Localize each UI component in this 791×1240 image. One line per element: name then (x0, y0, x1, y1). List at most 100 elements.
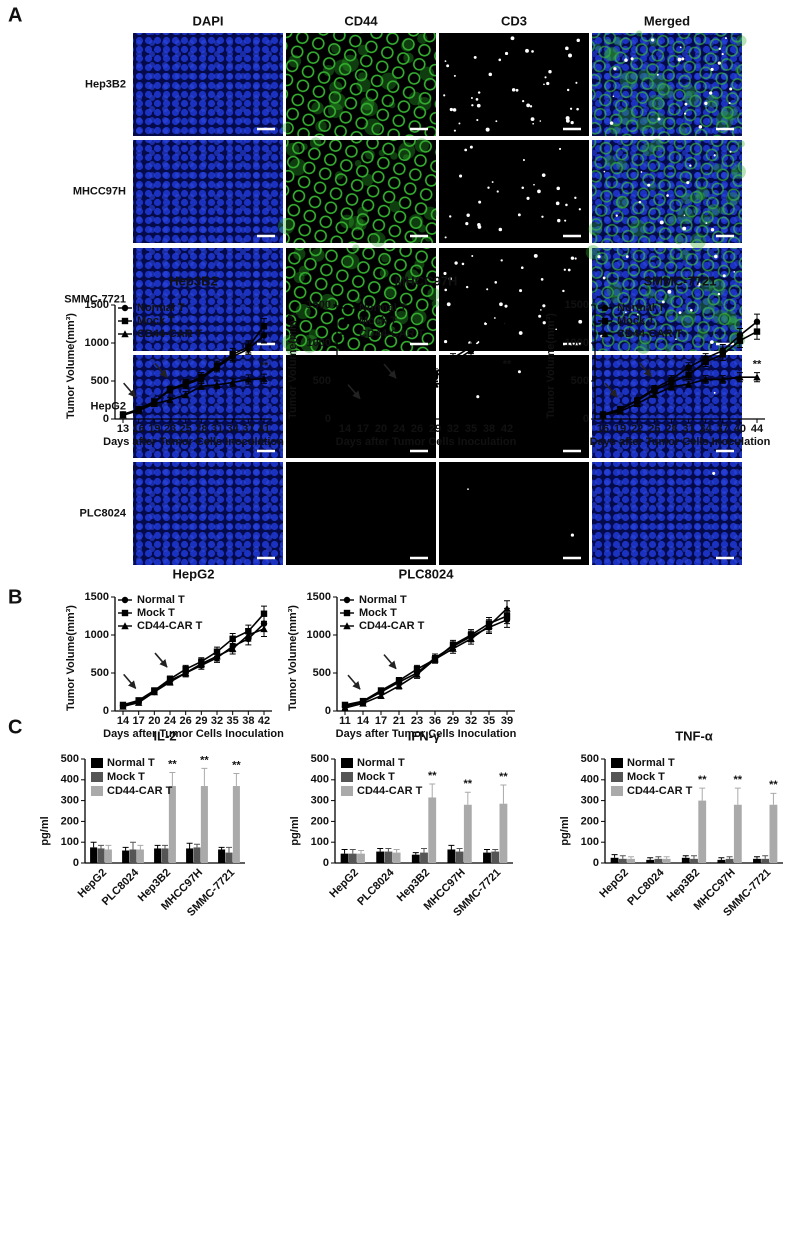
cd44-blob (674, 234, 684, 245)
legend-label: Normal T (627, 757, 675, 769)
cd44-blob (604, 46, 620, 61)
legend-marker (343, 609, 351, 617)
cd44-blob (361, 173, 374, 186)
point (341, 411, 349, 419)
cd44-blob (360, 96, 375, 111)
cd44-blob (718, 206, 726, 215)
cd44-blob (389, 201, 401, 213)
bar (428, 797, 437, 863)
micrograph (133, 140, 283, 243)
arrow (383, 654, 397, 670)
cd44-blob (412, 309, 427, 325)
cd44-blob (370, 231, 386, 248)
error-bar (762, 855, 769, 859)
cd44-blob (727, 317, 741, 331)
cd3-dot (686, 181, 690, 185)
cd44-blob (629, 219, 647, 237)
point (197, 382, 206, 390)
micrograph (592, 462, 742, 565)
cd3-dot (542, 321, 546, 325)
cd44-blob (358, 72, 367, 81)
x-tick-label: 14 (117, 715, 130, 727)
cd3-dot (530, 117, 535, 122)
x-tick-label: 29 (447, 715, 459, 727)
y-tick-label: 0 (593, 857, 599, 869)
point (485, 326, 493, 334)
cd3-dot (717, 61, 721, 65)
error-bar (429, 783, 436, 798)
x-tick-label: 25 (180, 423, 192, 435)
legend-marker (121, 609, 129, 617)
cd44-blob (300, 334, 319, 353)
point (701, 375, 710, 383)
x-tick-label: 23 (411, 715, 423, 727)
bar (225, 852, 233, 863)
cd3-dot (661, 300, 665, 304)
column-header: CD3 (501, 13, 527, 28)
point (197, 660, 206, 668)
cd44-blob (645, 289, 655, 299)
point (599, 411, 607, 419)
cd3-dot (476, 103, 481, 108)
cd44-blob (298, 265, 310, 276)
cd44-blob (357, 44, 369, 56)
cd44-blob (617, 107, 636, 126)
cd3-dot (713, 391, 716, 394)
legend-label: Mock T (107, 771, 145, 783)
bar (90, 847, 98, 863)
cd3-dot (638, 200, 642, 204)
error-bar (456, 847, 463, 852)
bar (618, 858, 627, 863)
legend-marker (601, 304, 609, 312)
cd3-dot (612, 95, 615, 98)
y-tick-label: 1500 (307, 591, 331, 603)
x-tick-label: PLC8024 (355, 866, 397, 908)
cd44-blob (381, 254, 390, 263)
significance: ** (168, 758, 177, 770)
cd44-blob (300, 143, 308, 151)
y-tick-label: 400 (311, 774, 329, 786)
cd44-blob (674, 313, 683, 322)
x-tick-label: 16 (133, 423, 145, 435)
significance: ** (734, 774, 743, 786)
cd44-blob (348, 215, 364, 231)
cd3-dot (541, 173, 546, 177)
cd3-dot (533, 183, 535, 186)
cd3-dot (624, 311, 627, 314)
cd3-dot (531, 50, 534, 53)
cd44-blob (285, 142, 300, 157)
bar (193, 847, 201, 863)
cd3-dot (504, 304, 508, 308)
cd3-dot (574, 196, 577, 200)
cd44-blob (647, 94, 664, 111)
cd3-dot (714, 254, 718, 259)
x-tick-label: PLC8024 (625, 866, 667, 908)
error-bar (137, 844, 144, 850)
cd3-dot (477, 225, 482, 229)
legend-marker (343, 622, 351, 630)
cd3-dot (722, 274, 726, 278)
x-tick-label: 40 (734, 423, 746, 435)
y-tick-label: 1500 (307, 299, 331, 311)
y-tick-label: 300 (61, 795, 79, 807)
x-tick-label: 36 (429, 715, 441, 727)
cd3-dot (464, 148, 468, 152)
image-cd44 (592, 33, 742, 136)
chart-title: Hep3B2 (169, 273, 217, 288)
bar (717, 859, 726, 863)
cd3-dot (570, 533, 574, 537)
legend-marker (121, 596, 129, 604)
y-tick-label: 200 (311, 815, 329, 827)
cd44-blob (619, 71, 638, 89)
y-tick-label: 0 (103, 705, 109, 717)
point (134, 406, 143, 414)
significance: ** (769, 779, 778, 791)
bar (690, 858, 698, 863)
error-bar (753, 856, 760, 859)
cd3-dot (446, 302, 451, 307)
y-tick-label: 500 (313, 375, 331, 387)
cd3-dot (465, 285, 469, 289)
legend-label: Mock T (137, 315, 175, 327)
cd3-dot (539, 120, 542, 122)
